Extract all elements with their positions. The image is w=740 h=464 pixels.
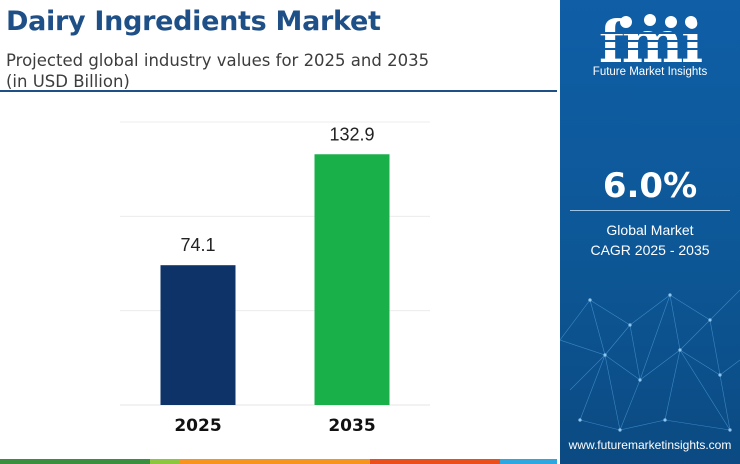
chart-subtitle: Projected global industry values for 202… <box>6 50 429 92</box>
data-label-2035: 132.9 <box>329 124 374 144</box>
cagr-label-line-2: CAGR 2025 - 2035 <box>590 242 710 258</box>
color-strip <box>0 459 557 464</box>
data-label-2025: 74.1 <box>180 235 215 255</box>
cagr-label-line-1: Global Market <box>606 222 694 238</box>
brand-panel: fmi Future Market Insights 6.0% Global M… <box>560 0 740 464</box>
network-decoration <box>560 289 740 432</box>
cagr-label: Global Market CAGR 2025 - 2035 <box>560 220 740 260</box>
bar-2035 <box>314 154 390 405</box>
bar-2025 <box>160 265 236 405</box>
x-tick-label-2035: 2035 <box>328 416 375 436</box>
cagr-value: 6.0% <box>602 166 698 206</box>
x-tick-label-2025: 2025 <box>174 416 221 436</box>
color-strip-segment <box>370 459 500 464</box>
color-strip-segment <box>150 459 180 464</box>
color-strip-segment <box>180 459 370 464</box>
brand-name: Future Market Insights <box>592 66 708 78</box>
subtitle-line-2: (in USD Billion) <box>6 72 130 91</box>
website-link[interactable]: www.futuremarketinsights.com <box>568 438 732 452</box>
color-strip-segment <box>500 459 557 464</box>
bar-chart: 74.1 2025 132.9 2035 <box>120 121 430 436</box>
title-divider <box>0 90 557 92</box>
fmi-logo: fmi <box>599 10 704 76</box>
chart-title: Dairy Ingredients Market <box>6 6 381 37</box>
subtitle-line-1: Projected global industry values for 202… <box>6 51 430 70</box>
cagr-divider <box>570 210 730 211</box>
color-strip-segment <box>0 459 150 464</box>
